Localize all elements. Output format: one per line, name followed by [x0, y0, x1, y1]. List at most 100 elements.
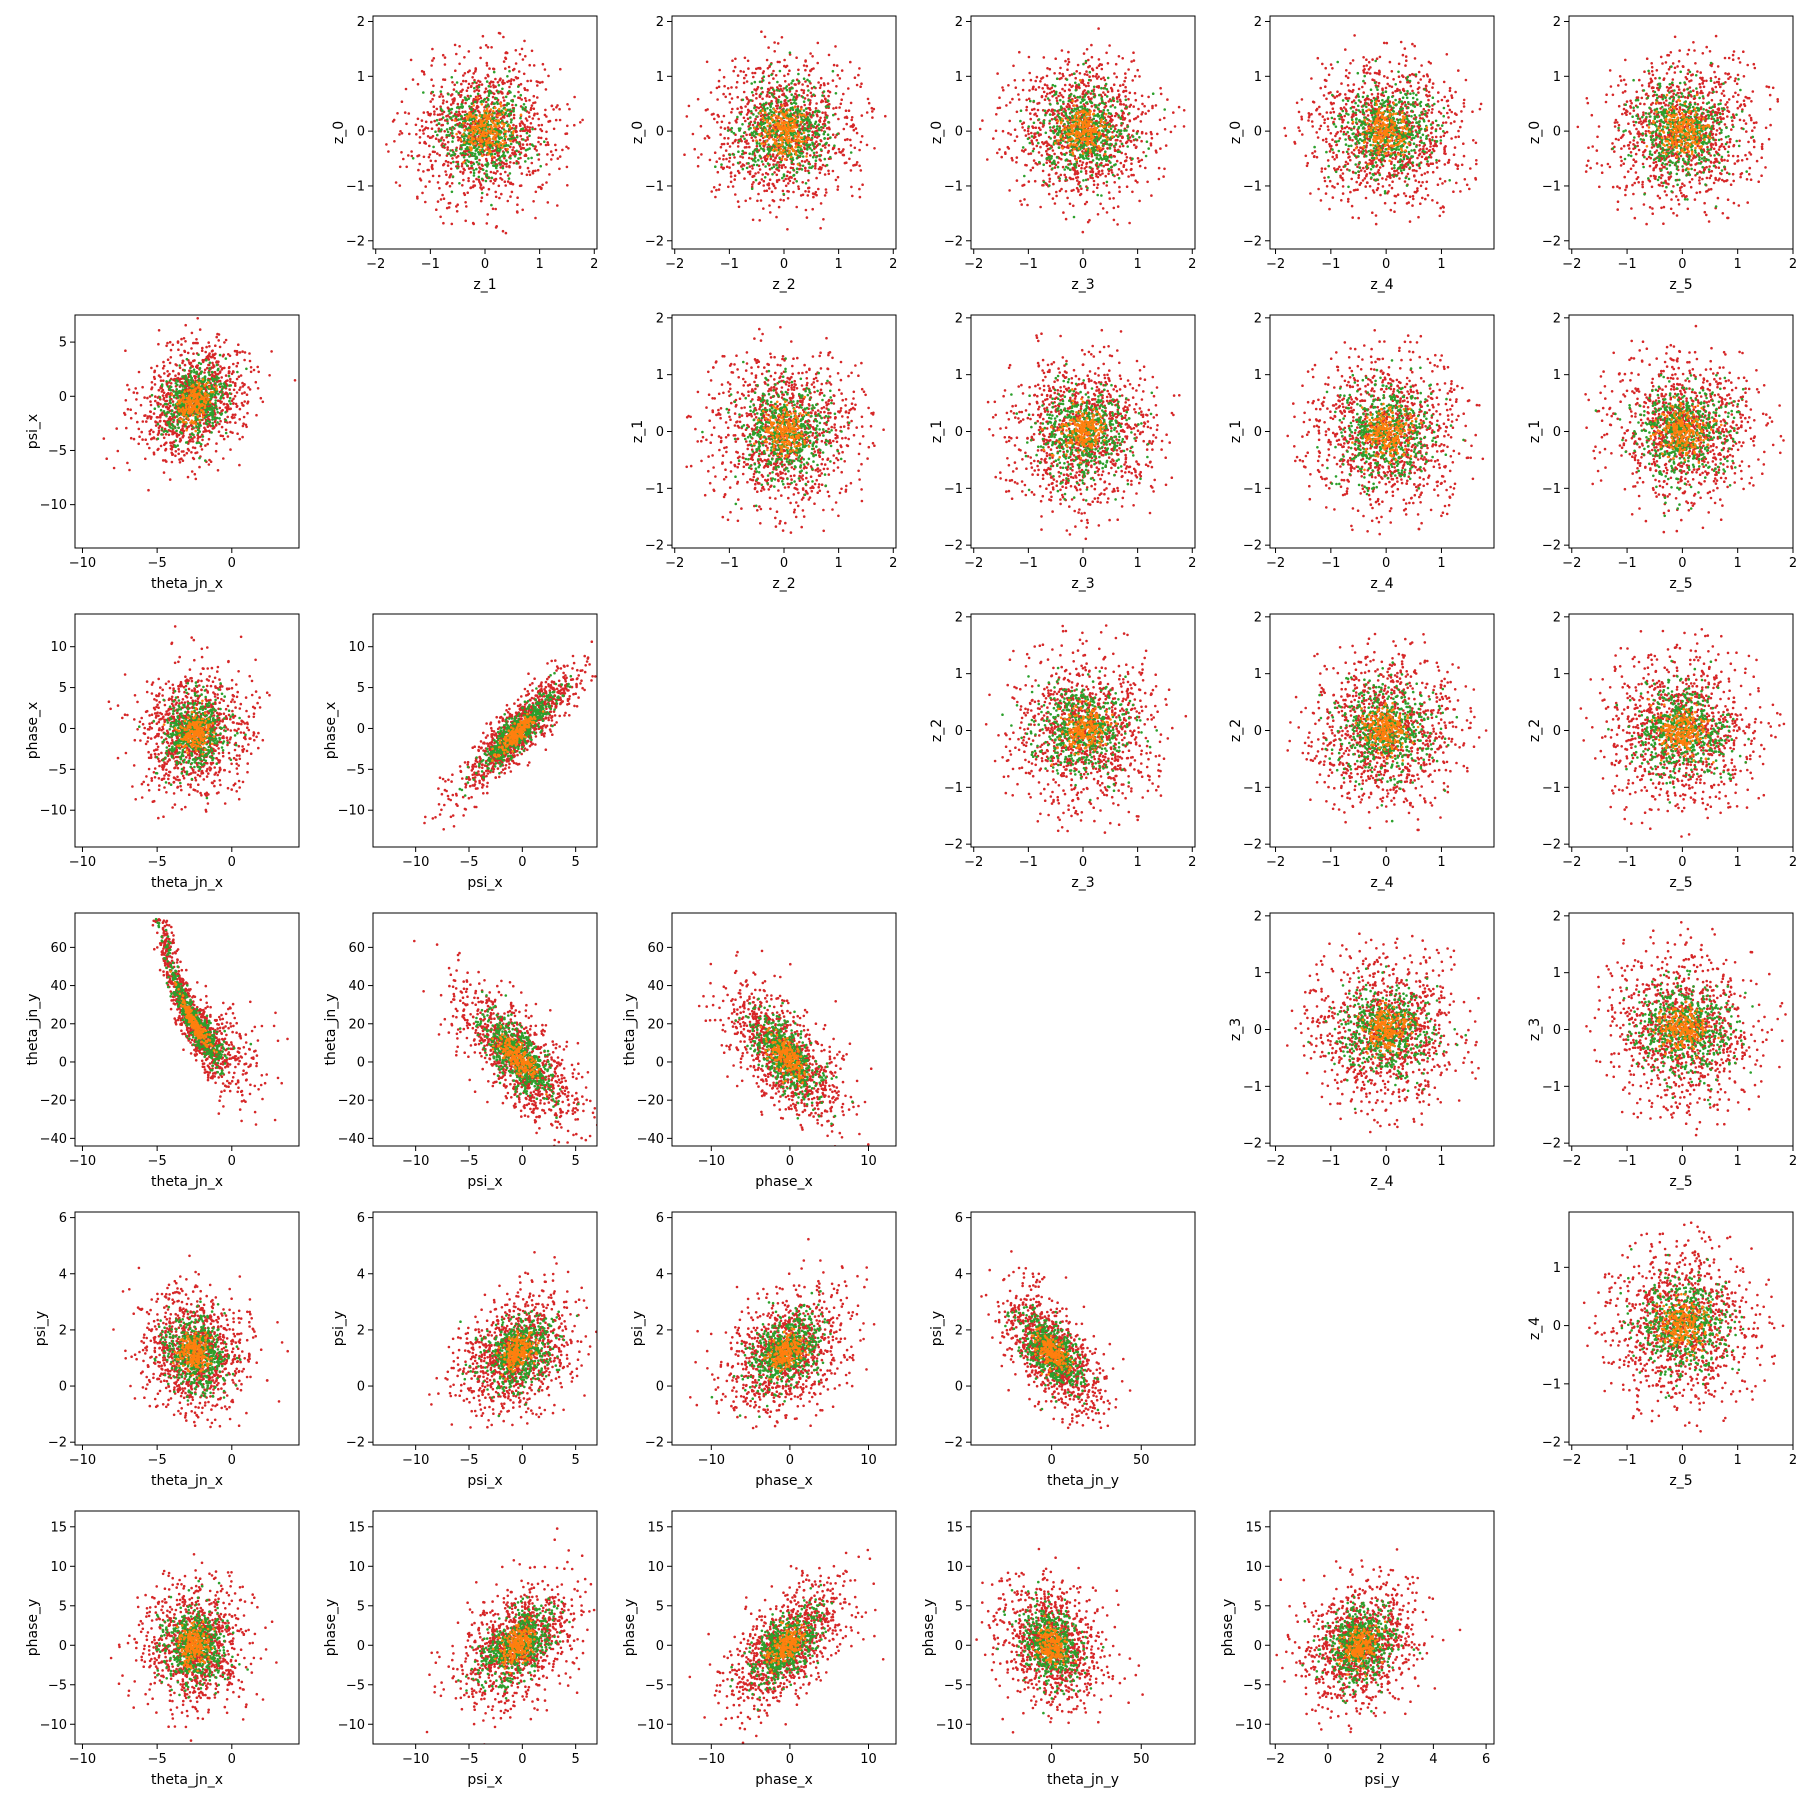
orange-point	[761, 116, 764, 120]
orange-point	[483, 110, 486, 113]
red-point	[426, 135, 430, 138]
green-point	[474, 110, 477, 113]
green-point	[1049, 137, 1052, 140]
orange-point	[805, 155, 808, 158]
orange-point	[474, 128, 477, 132]
red-point	[800, 159, 804, 163]
green-point	[770, 166, 774, 170]
green-point	[497, 83, 501, 87]
red-point	[819, 159, 822, 162]
orange-point	[503, 130, 507, 134]
red-point	[858, 148, 861, 152]
green-point	[1097, 138, 1101, 141]
red-point	[1060, 187, 1063, 191]
green-point	[1064, 178, 1068, 181]
red-point	[1082, 103, 1086, 106]
green-point	[504, 144, 508, 147]
green-point	[758, 154, 762, 158]
red-point	[1116, 138, 1119, 142]
green-point	[451, 132, 454, 135]
green-point	[502, 128, 506, 131]
green-point	[446, 122, 450, 125]
red-point	[805, 216, 809, 219]
red-point	[541, 80, 544, 84]
green-point	[791, 79, 795, 82]
red-point	[430, 166, 434, 170]
red-point	[696, 164, 700, 168]
orange-point	[471, 136, 474, 139]
orange-point	[1054, 141, 1057, 145]
green-point	[796, 145, 800, 149]
green-point	[778, 89, 781, 93]
red-point	[765, 58, 769, 62]
red-point	[1128, 221, 1131, 225]
green-point	[1126, 145, 1129, 148]
red-point	[1138, 164, 1142, 168]
green-point	[446, 152, 450, 155]
red-point	[492, 171, 496, 174]
red-point	[505, 162, 508, 166]
green-point	[445, 128, 449, 131]
red-point	[739, 69, 742, 73]
orange-point	[488, 131, 492, 134]
green-point	[1092, 117, 1096, 120]
red-point	[737, 205, 741, 209]
red-point	[770, 99, 773, 103]
red-point	[819, 226, 822, 230]
green-point	[787, 99, 790, 103]
red-point	[479, 56, 482, 60]
green-point	[442, 144, 446, 148]
red-point	[736, 95, 739, 99]
red-point	[1102, 76, 1105, 79]
red-point	[1112, 197, 1115, 200]
green-point	[1107, 167, 1111, 171]
green-point	[1058, 177, 1061, 180]
green-point	[777, 100, 780, 104]
red-point	[536, 84, 539, 87]
red-point	[469, 171, 473, 174]
green-point	[772, 95, 775, 98]
green-point	[508, 69, 511, 73]
red-point	[1037, 126, 1041, 130]
green-point	[1134, 138, 1137, 141]
red-point	[1113, 149, 1117, 152]
red-point	[978, 127, 982, 131]
red-point	[1090, 97, 1093, 100]
red-point	[1027, 180, 1031, 183]
orange-point	[467, 140, 471, 144]
green-point	[801, 96, 805, 99]
green-point	[483, 97, 487, 101]
red-point	[759, 118, 763, 122]
red-point	[1070, 73, 1074, 76]
red-point	[1119, 161, 1123, 165]
red-point	[1119, 100, 1122, 103]
red-point	[787, 177, 790, 181]
green-point	[1116, 135, 1120, 138]
red-point	[433, 110, 436, 113]
red-point	[1023, 129, 1026, 132]
red-point	[1089, 170, 1092, 173]
green-point	[1059, 141, 1062, 144]
green-point	[775, 130, 778, 134]
red-point	[811, 55, 814, 58]
red-point	[760, 30, 763, 33]
green-point	[1106, 109, 1110, 112]
red-point	[715, 188, 718, 192]
green-point	[1077, 83, 1081, 86]
red-point	[768, 204, 771, 207]
green-point	[773, 135, 777, 139]
red-point	[748, 133, 752, 136]
red-point	[834, 106, 838, 109]
red-point	[439, 198, 443, 201]
red-point	[504, 147, 507, 151]
orange-point	[486, 110, 490, 113]
red-point	[524, 139, 527, 142]
green-point	[543, 140, 546, 143]
red-point	[752, 181, 755, 184]
red-point	[420, 69, 424, 73]
red-point	[814, 107, 818, 110]
green-point	[499, 163, 502, 166]
red-point	[823, 194, 827, 197]
red-point	[736, 74, 740, 77]
red-point	[772, 184, 776, 188]
